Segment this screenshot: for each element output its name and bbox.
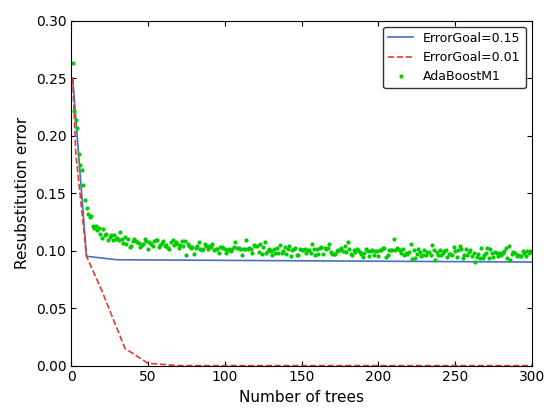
AdaBoostM1 bbox=[456, 243, 463, 248]
AdaBoostM1 bbox=[529, 249, 535, 255]
ErrorGoal=0.01 bbox=[487, 363, 494, 368]
ErrorGoal=0.15 bbox=[69, 76, 76, 81]
AdaBoostM1 bbox=[487, 247, 494, 252]
ErrorGoal=0.15 bbox=[456, 259, 463, 264]
ErrorGoal=0.15 bbox=[351, 259, 357, 264]
Line: ErrorGoal=0.01: ErrorGoal=0.01 bbox=[73, 78, 532, 365]
ErrorGoal=0.15 bbox=[529, 260, 535, 265]
ErrorGoal=0.01 bbox=[458, 363, 465, 368]
ErrorGoal=0.01 bbox=[71, 113, 78, 118]
ErrorGoal=0.01 bbox=[344, 363, 351, 368]
AdaBoostM1 bbox=[343, 249, 349, 255]
AdaBoostM1 bbox=[71, 109, 78, 114]
ErrorGoal=0.01 bbox=[529, 363, 535, 368]
X-axis label: Number of trees: Number of trees bbox=[239, 390, 364, 405]
Line: AdaBoostM1: AdaBoostM1 bbox=[70, 60, 535, 265]
Legend: ErrorGoal=0.15, ErrorGoal=0.01, AdaBoostM1: ErrorGoal=0.15, ErrorGoal=0.01, AdaBoost… bbox=[383, 27, 526, 88]
ErrorGoal=0.01 bbox=[343, 363, 349, 368]
ErrorGoal=0.15 bbox=[343, 258, 349, 263]
AdaBoostM1 bbox=[351, 247, 357, 252]
Line: ErrorGoal=0.15: ErrorGoal=0.15 bbox=[73, 78, 532, 262]
ErrorGoal=0.15 bbox=[486, 259, 492, 264]
ErrorGoal=0.01 bbox=[352, 363, 358, 368]
ErrorGoal=0.01 bbox=[69, 76, 76, 81]
ErrorGoal=0.15 bbox=[71, 95, 78, 100]
AdaBoostM1 bbox=[472, 260, 478, 265]
AdaBoostM1 bbox=[341, 244, 348, 249]
Y-axis label: Resubstitution error: Resubstitution error bbox=[15, 117, 30, 269]
AdaBoostM1 bbox=[69, 60, 76, 66]
ErrorGoal=0.15 bbox=[341, 258, 348, 263]
ErrorGoal=0.01 bbox=[175, 363, 182, 368]
